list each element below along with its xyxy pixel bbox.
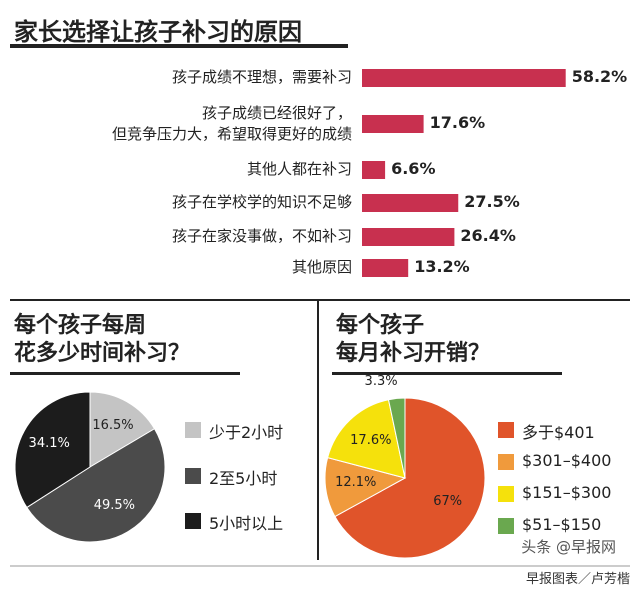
watermark: 头条 @早报网: [521, 538, 616, 556]
bar: [362, 161, 386, 179]
pie-slice: [387, 397, 406, 479]
category-label: 孩子成绩已经很好了， 但竞争压力大，希望取得更好的成绩: [111, 104, 352, 143]
value-label: 27.5%: [464, 192, 520, 211]
category-label: 其他原因: [291, 258, 352, 276]
legend-swatch: [185, 513, 201, 529]
slice-label: 17.6%: [350, 433, 392, 449]
slice-label: 3.3%: [364, 373, 398, 389]
bar: [362, 228, 455, 246]
value-label: 17.6%: [429, 113, 486, 132]
legend-swatch: [498, 486, 514, 502]
chart-title: 每个孩子每周 花多少时间补习？: [14, 313, 191, 366]
legend-swatch: [498, 518, 514, 534]
legend-label: 5小时以上: [209, 514, 284, 533]
legend-swatch: [498, 422, 514, 438]
category-label: 孩子在学校学的知识不足够: [171, 193, 352, 211]
legend-label: 2至5小时: [209, 469, 278, 488]
slice-label: 34.1%: [28, 435, 70, 451]
category-label: 其他人都在补习: [246, 160, 352, 178]
chart-title: 家长选择让孩子补习的原因: [14, 18, 302, 46]
credit: 早报图表／卢芳楷: [525, 572, 630, 587]
category-label: 孩子在家没事做，不如补习: [171, 227, 352, 245]
bar: [362, 115, 424, 133]
slice-label: 12.1%: [335, 475, 377, 491]
title-underline: [10, 372, 240, 375]
title-underline: [332, 372, 562, 375]
slice-label: 67%: [433, 494, 463, 510]
legend-label: $301–$400: [522, 451, 612, 470]
legend-label: 多于$401: [522, 423, 595, 442]
legend-swatch: [185, 468, 201, 484]
bar: [362, 69, 566, 87]
legend-label: $151–$300: [522, 483, 612, 502]
pie-slice: [14, 391, 91, 509]
value-label: 26.4%: [460, 226, 516, 245]
legend-label: 少于2小时: [209, 423, 284, 442]
pie-slice: [327, 399, 406, 479]
value-label: 6.6%: [391, 159, 436, 178]
slice-label: 49.5%: [93, 497, 136, 513]
pie-slice: [324, 457, 407, 518]
category-label: 孩子成绩不理想，需要补习: [171, 68, 352, 86]
slice-label: 16.5%: [92, 417, 134, 433]
legend-label: $51–$150: [522, 515, 602, 534]
pie-slice: [26, 428, 166, 543]
pie-slice: [334, 397, 486, 559]
legend-swatch: [185, 422, 201, 438]
bar: [362, 259, 409, 277]
chart-title: 每个孩子 每月补习开销？: [336, 313, 491, 366]
pie-slice: [89, 391, 156, 468]
title-underline: [10, 44, 348, 48]
value-label: 58.2%: [571, 67, 628, 86]
legend-swatch: [498, 454, 514, 470]
value-label: 13.2%: [414, 257, 470, 276]
bar: [362, 194, 459, 212]
